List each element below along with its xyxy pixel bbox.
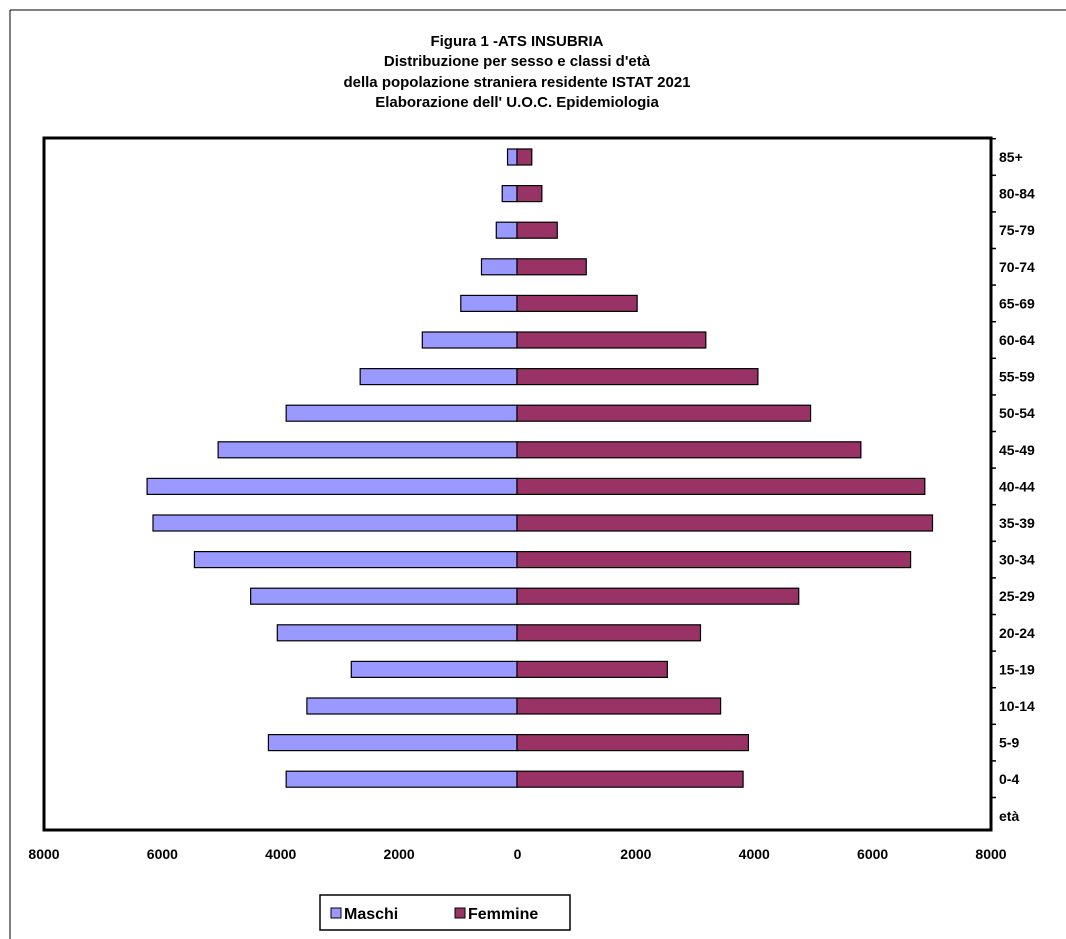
category-label-25-29: 25-29 bbox=[999, 588, 1035, 604]
bar-maschi-15-19 bbox=[350, 660, 518, 679]
x-tick-label: 4000 bbox=[265, 846, 296, 862]
bar-femmine-70-74 bbox=[516, 258, 587, 276]
bar-femmine-15-19 bbox=[516, 660, 668, 679]
bar-maschi-75-79 bbox=[495, 221, 518, 239]
bar-femmine-35-39 bbox=[516, 514, 934, 532]
category-label-80-84: 80-84 bbox=[999, 186, 1035, 202]
category-label-65-69: 65-69 bbox=[999, 295, 1035, 311]
category-label-45-49: 45-49 bbox=[999, 442, 1035, 458]
title-line-4: Elaborazione dell' U.O.C. Epidemiologia bbox=[375, 94, 659, 111]
x-tick-label: 2000 bbox=[620, 846, 651, 862]
category-label-85: 85+ bbox=[999, 149, 1023, 165]
x-tick-label: 8000 bbox=[975, 846, 1006, 862]
x-tick-label: 2000 bbox=[384, 846, 415, 862]
x-tick-label: 0 bbox=[514, 846, 522, 862]
bar-femmine-25-29 bbox=[516, 587, 800, 605]
category-label-15-19: 15-19 bbox=[999, 661, 1035, 677]
bar-maschi-70-74 bbox=[480, 258, 518, 276]
title-line-3: della popolazione straniera residente IS… bbox=[343, 74, 690, 91]
title-line-1: Figura 1 -ATS INSUBRIA bbox=[430, 33, 603, 50]
x-axis-tick-labels: 8000 6000 4000 2000 0 2000 4000 6000 8000 bbox=[28, 846, 1006, 862]
bar-femmine-30-34 bbox=[516, 550, 912, 569]
bar-femmine-20-24 bbox=[516, 624, 702, 642]
category-label-30-34: 30-34 bbox=[999, 552, 1035, 568]
category-label-75-79: 75-79 bbox=[999, 222, 1035, 238]
bar-maschi-65-69 bbox=[460, 294, 518, 312]
bar-maschi-60-64 bbox=[421, 331, 518, 349]
legend-swatch-maschi bbox=[330, 907, 342, 919]
category-label-10-14: 10-14 bbox=[999, 698, 1035, 714]
bar-maschi-50-54 bbox=[285, 404, 518, 422]
category-label-70-74: 70-74 bbox=[999, 259, 1035, 275]
bar-femmine-55-59 bbox=[516, 368, 759, 386]
bar-maschi-45-49 bbox=[217, 441, 518, 459]
bar-maschi-85 bbox=[506, 148, 518, 166]
bar-femmine-0-4 bbox=[516, 770, 744, 788]
category-label-40-44: 40-44 bbox=[999, 478, 1035, 494]
bar-maschi-30-34 bbox=[193, 550, 518, 569]
category-label-35-39: 35-39 bbox=[999, 515, 1035, 531]
bar-femmine-80-84 bbox=[516, 185, 543, 203]
x-tick-label: 4000 bbox=[739, 846, 770, 862]
category-label-5-9: 5-9 bbox=[999, 735, 1019, 751]
bar-maschi-5-9 bbox=[267, 733, 518, 752]
legend-box bbox=[319, 894, 571, 931]
bar-femmine-50-54 bbox=[516, 404, 812, 422]
bar-maschi-35-39 bbox=[152, 514, 518, 532]
bar-maschi-55-59 bbox=[359, 368, 518, 386]
bar-femmine-5-9 bbox=[516, 733, 750, 752]
bar-maschi-20-24 bbox=[276, 624, 518, 642]
category-label-0-4: 0-4 bbox=[999, 771, 1019, 787]
legend: Maschi Femmine bbox=[319, 894, 571, 931]
bar-femmine-85 bbox=[516, 148, 533, 166]
category-label-50-54: 50-54 bbox=[999, 405, 1035, 421]
category-labels: 85+ 80-84 75-79 70-74 65-69 60-64 55-59 50-54 45… bbox=[991, 137, 1035, 824]
chart-title: Figura 1 -ATS INSUBRIA Distribuzione per… bbox=[343, 33, 690, 111]
x-tick-label: 6000 bbox=[857, 846, 888, 862]
bar-maschi-40-44 bbox=[146, 477, 518, 495]
bar-femmine-60-64 bbox=[516, 331, 707, 349]
bar-femmine-10-14 bbox=[516, 697, 722, 715]
bar-femmine-45-49 bbox=[516, 441, 862, 459]
category-label-55-59: 55-59 bbox=[999, 369, 1035, 385]
legend-swatch-femmine bbox=[454, 907, 466, 919]
bar-maschi-25-29 bbox=[250, 587, 518, 605]
bar-femmine-75-79 bbox=[516, 221, 558, 239]
x-tick-label: 8000 bbox=[28, 846, 59, 862]
bar-femmine-65-69 bbox=[516, 294, 638, 312]
category-label-et: età bbox=[999, 808, 1019, 824]
bar-femmine-40-44 bbox=[516, 477, 926, 495]
x-tick-label: 6000 bbox=[147, 846, 178, 862]
bar-maschi-10-14 bbox=[306, 697, 518, 715]
legend-label-maschi: Maschi bbox=[344, 906, 398, 923]
category-label-20-24: 20-24 bbox=[999, 625, 1035, 641]
legend-label-femmine: Femmine bbox=[468, 906, 538, 923]
category-label-60-64: 60-64 bbox=[999, 332, 1035, 348]
title-line-2: Distribuzione per sesso e classi d'età bbox=[384, 53, 651, 70]
bar-maschi-0-4 bbox=[285, 770, 518, 788]
bar-maschi-80-84 bbox=[501, 185, 518, 203]
bars-group bbox=[146, 148, 934, 788]
